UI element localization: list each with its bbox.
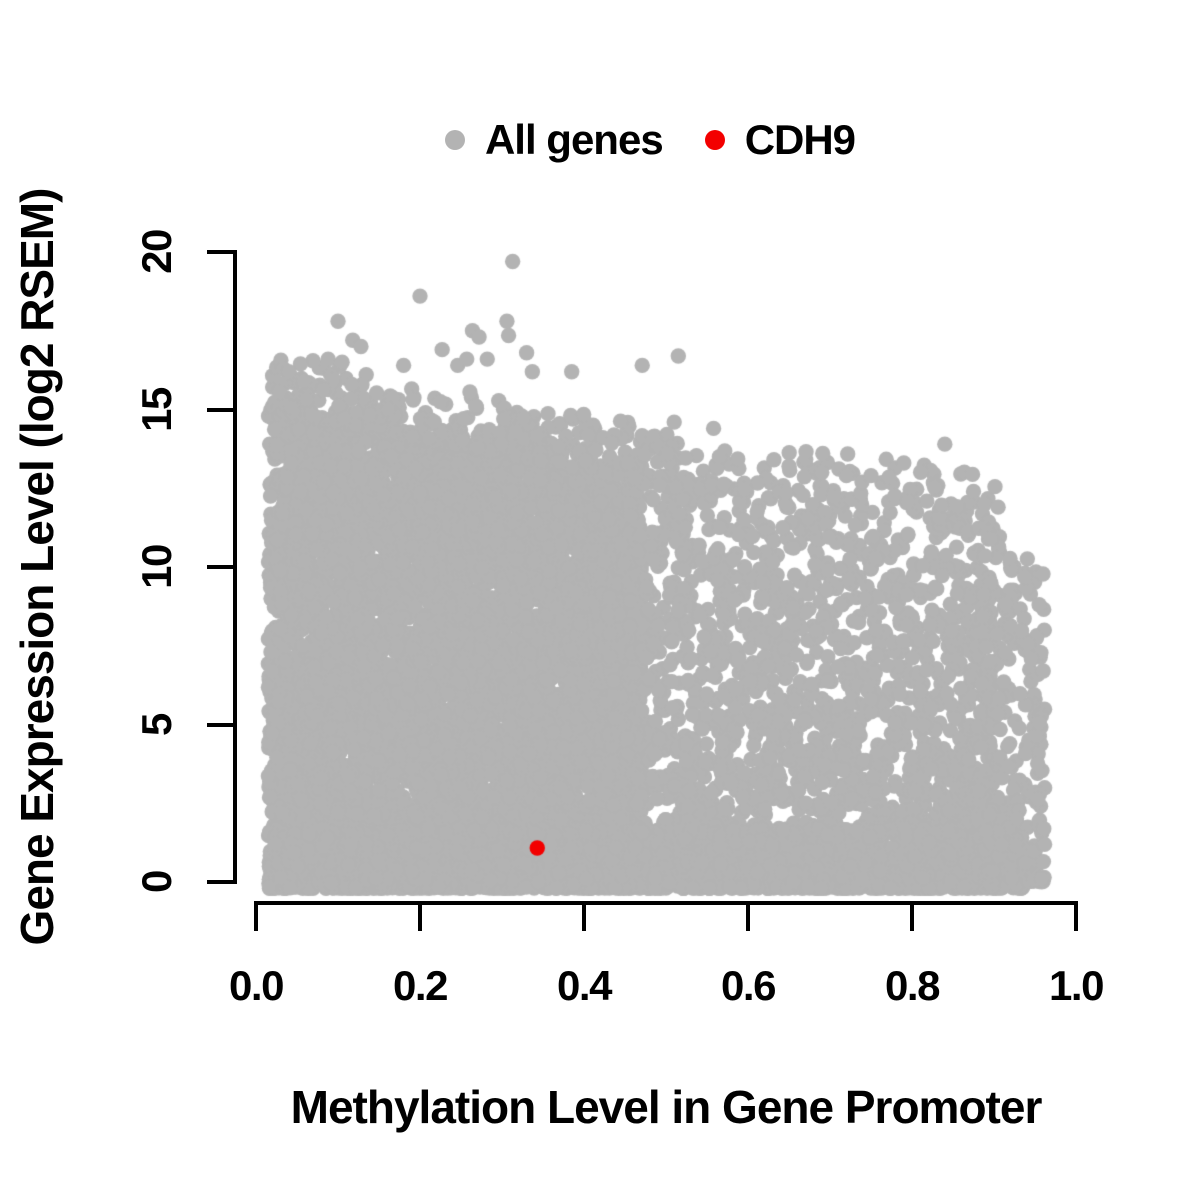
y-tick-mark — [207, 880, 235, 884]
x-axis-line — [254, 901, 1078, 905]
x-tick-label: 0.4 — [557, 962, 612, 1009]
x-tick-label: 0.8 — [885, 962, 940, 1009]
y-tick-label: 10 — [133, 545, 180, 589]
x-tick-mark — [1074, 903, 1078, 931]
x-tick-label: 0.0 — [229, 962, 284, 1009]
y-tick-mark — [207, 565, 235, 569]
y-tick-label: 5 — [133, 713, 180, 736]
x-tick-mark — [418, 903, 422, 931]
x-tick-mark — [582, 903, 586, 931]
y-axis-line — [233, 250, 237, 884]
legend-item-cdh9: CDH9 — [704, 116, 856, 164]
x-tick-label: 0.2 — [393, 962, 448, 1009]
y-tick-mark — [207, 250, 235, 254]
x-tick-mark — [254, 903, 258, 931]
y-tick-label: 20 — [133, 230, 180, 274]
x-axis-title: Methylation Level in Gene Promoter — [290, 1081, 1043, 1133]
x-tick-mark — [746, 903, 750, 931]
y-tick-mark — [207, 722, 235, 727]
legend-label-cdh9: CDH9 — [744, 116, 856, 163]
legend-label-all-genes: All genes — [484, 116, 664, 163]
x-tick-label: 0.6 — [721, 962, 776, 1009]
x-tick-mark — [910, 903, 914, 931]
y-tick-mark — [207, 407, 235, 412]
legend: All genes CDH9 — [50, 112, 1200, 168]
y-tick-label: 0 — [133, 871, 180, 893]
all-genes-marker-icon — [444, 130, 465, 150]
cdh9-marker-icon — [704, 130, 725, 150]
legend-item-all-genes: All genes — [444, 116, 664, 164]
y-axis-title: Gene Expression Level (log2 RSEM) — [11, 188, 63, 946]
x-tick-label: 1.0 — [1049, 962, 1104, 1009]
y-tick-label: 15 — [133, 387, 180, 432]
